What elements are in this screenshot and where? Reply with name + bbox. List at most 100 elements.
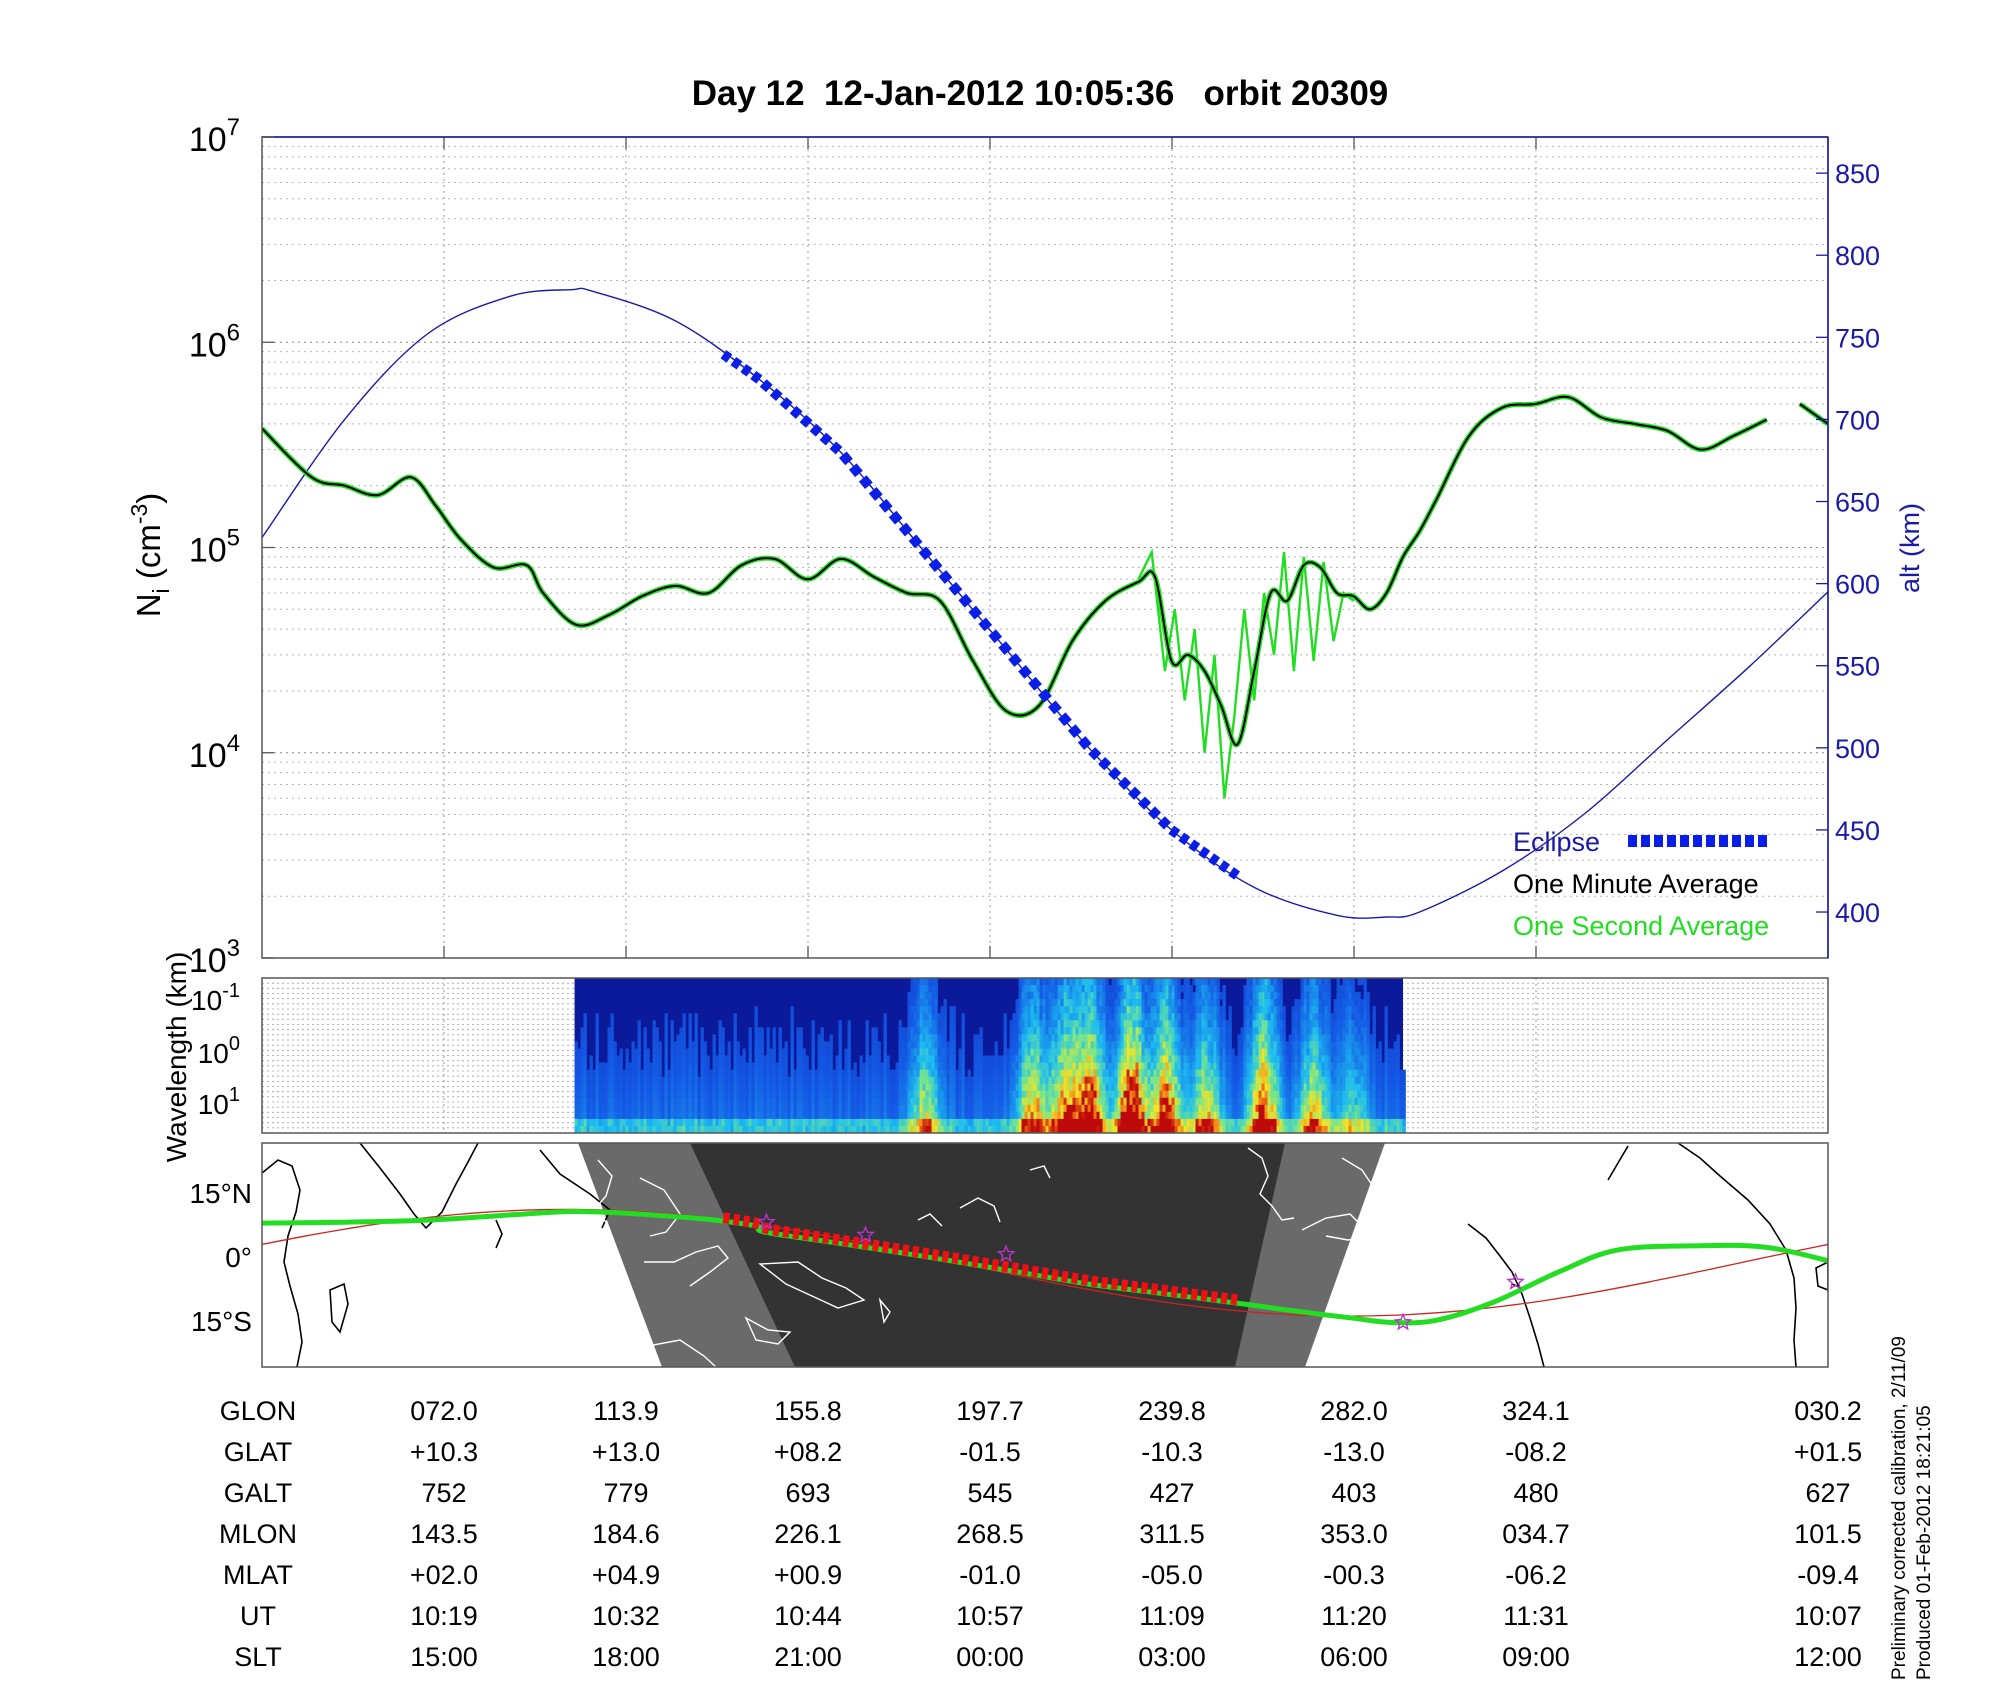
spectrogram-cell — [1276, 1111, 1280, 1120]
spectrogram-cell — [646, 1076, 650, 1084]
spectrogram-cell — [1300, 992, 1304, 1000]
spectrogram-cell — [718, 1090, 722, 1099]
spectrogram-cell — [1207, 1069, 1211, 1077]
spectrogram-cell — [1309, 1020, 1313, 1028]
spectrogram-cell — [1138, 1034, 1142, 1042]
spectrogram-cell — [1240, 1034, 1244, 1042]
spectrogram-cell — [1378, 1104, 1382, 1113]
spectrogram-cell — [907, 1083, 911, 1092]
spectrogram-cell — [1339, 1062, 1343, 1070]
spectrogram-cell — [760, 1048, 764, 1056]
spectrogram-cell — [1228, 1055, 1232, 1063]
spectrogram-cell — [1282, 1125, 1286, 1133]
spectrogram-cell — [1189, 1125, 1193, 1133]
spectrogram-cell — [1390, 1069, 1394, 1077]
spectrogram-cell — [1087, 1118, 1091, 1127]
spectrogram-cell — [697, 1076, 701, 1084]
spectrogram-cell — [727, 1062, 731, 1070]
eclipse-track-segment — [1120, 1279, 1129, 1292]
spectrogram-cell — [1330, 1027, 1334, 1035]
spectrogram-cell — [1210, 992, 1214, 1000]
spectrogram-cell — [1351, 1041, 1355, 1049]
spectrogram-cell — [637, 1055, 641, 1063]
spectrogram-cell — [1360, 1097, 1364, 1106]
spectrogram-cell — [922, 1097, 926, 1106]
spectrogram-cell — [1336, 992, 1340, 1000]
spectrogram-cell — [1294, 1006, 1298, 1014]
spectrogram-cell — [859, 1104, 863, 1113]
spectrogram-cell — [841, 1097, 845, 1106]
spectrogram-cell — [1183, 1006, 1187, 1014]
spectrogram-cell — [658, 1076, 662, 1084]
spectrogram-cell — [1186, 1111, 1190, 1120]
spectrogram-cell — [1276, 1006, 1280, 1014]
spectrogram-cell — [946, 1069, 950, 1077]
spectrogram-cell — [856, 1125, 860, 1133]
spectrogram-cell — [1387, 1104, 1391, 1113]
spectrogram-cell — [1057, 1111, 1061, 1120]
spectrogram-cell — [1315, 1034, 1319, 1042]
spectrogram-cell — [736, 1076, 740, 1084]
spectrogram-cell — [841, 1125, 845, 1133]
spectrogram-cell — [940, 1020, 944, 1028]
spectrogram-cell — [907, 1097, 911, 1106]
spectrogram-cell — [1261, 1006, 1265, 1014]
spectrogram-cell — [724, 1055, 728, 1063]
spectrogram-cell — [931, 1034, 935, 1042]
spectrogram-cell — [940, 1125, 944, 1133]
spectrogram-cell — [1159, 999, 1163, 1007]
spectrogram-cell — [871, 1062, 875, 1070]
eclipse-track-segment — [1130, 1280, 1139, 1293]
spectrogram-cell — [1204, 985, 1208, 993]
spectrogram-cell — [901, 1027, 905, 1035]
spectrogram-cell — [1198, 1034, 1202, 1042]
spectrogram-cell — [1063, 1118, 1067, 1127]
spectrogram-cell — [649, 1097, 653, 1106]
spectrogram-cell — [1279, 1111, 1283, 1120]
spectrogram-cell — [730, 1125, 734, 1133]
spectrogram-cell — [907, 1062, 911, 1070]
spectrogram-cell — [1141, 978, 1145, 986]
spectrogram-cell — [730, 1090, 734, 1099]
spectrogram-cell — [907, 1055, 911, 1063]
spectrogram-cell — [1057, 999, 1061, 1007]
spectrogram-cell — [1153, 1062, 1157, 1070]
spectrogram-cell — [1048, 1090, 1052, 1099]
spectrogram-cell — [1243, 1090, 1247, 1099]
eclipse-track-segment — [1170, 1285, 1179, 1298]
spectrogram-cell — [595, 1111, 599, 1120]
spectrogram-cell — [1339, 1048, 1343, 1056]
spectrogram-cell — [1312, 1041, 1316, 1049]
spectrogram-cell — [1027, 985, 1031, 993]
spectrogram-cell — [601, 1104, 605, 1113]
spectrogram-cell — [781, 1111, 785, 1120]
spectrogram-cell — [1384, 1076, 1388, 1084]
spectrogram-cell — [745, 1083, 749, 1092]
spectrogram-cell — [976, 1083, 980, 1092]
spectrogram-cell — [718, 1076, 722, 1084]
spectrogram-cell — [1093, 1090, 1097, 1099]
spectrogram-cell — [1093, 992, 1097, 1000]
spectrogram-cell — [1189, 1027, 1193, 1035]
spectrogram-cell — [757, 1097, 761, 1106]
spectrogram-cell — [949, 1111, 953, 1120]
spectrogram-cell — [1156, 1111, 1160, 1120]
spectrogram-cell — [760, 1104, 764, 1113]
spectrogram-cell — [733, 1076, 737, 1084]
spectrogram-cell — [790, 1006, 794, 1014]
spectrogram-cell — [1327, 1125, 1331, 1133]
spectrogram-cell — [1015, 1034, 1019, 1042]
spectrogram-cell — [1225, 1055, 1229, 1063]
spectrogram-cell — [1198, 1041, 1202, 1049]
spectrogram-heatmap — [574, 978, 1406, 1133]
spectrogram-cell — [802, 1118, 806, 1127]
spectrogram-cell — [775, 1076, 779, 1084]
spectrogram-cell — [769, 1104, 773, 1113]
spectrogram-cell — [1363, 1020, 1367, 1028]
spectrogram-cell — [865, 1097, 869, 1106]
spectrogram-cell — [607, 1048, 611, 1056]
spectrogram-cell — [1333, 1097, 1337, 1106]
spectrogram-cell — [1327, 1048, 1331, 1056]
spectrogram-cell — [1264, 999, 1268, 1007]
spectrogram-cell — [949, 1069, 953, 1077]
